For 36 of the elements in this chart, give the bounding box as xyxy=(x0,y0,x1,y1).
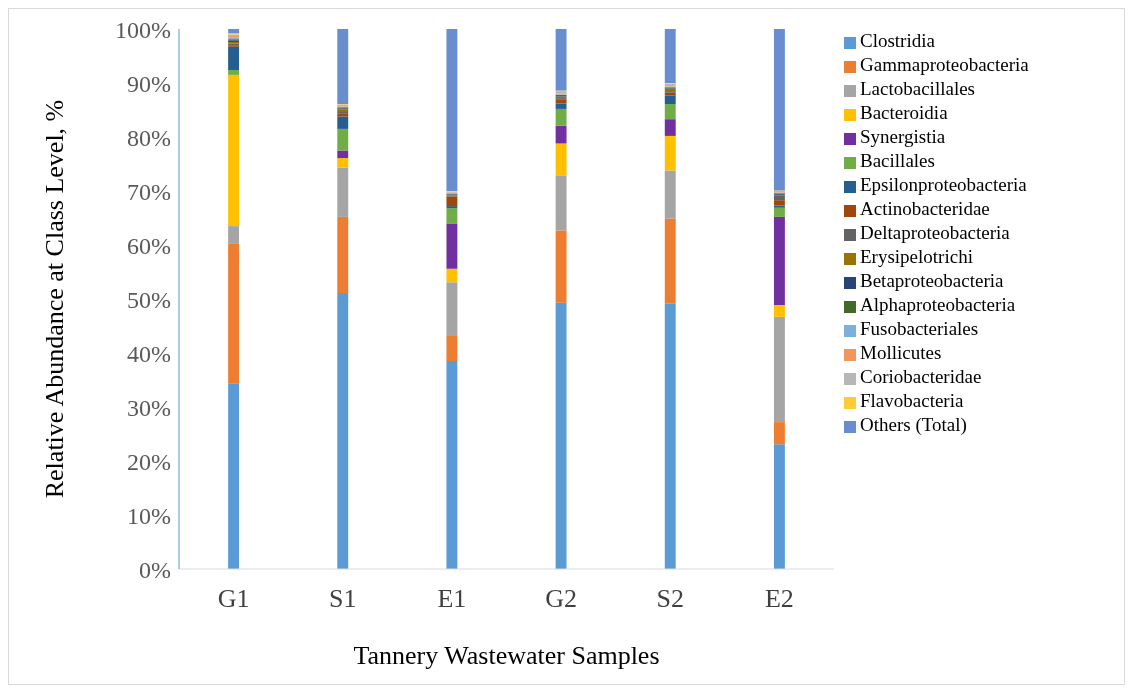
legend-label: Flavobacteria xyxy=(860,390,964,411)
legend-label: Clostridia xyxy=(860,30,935,51)
y-tick-label: 20% xyxy=(127,448,171,475)
x-tick-label: G2 xyxy=(545,584,577,614)
legend-label: Others (Total) xyxy=(860,414,967,435)
x-tick-label: S1 xyxy=(329,584,357,614)
legend-label: Mollicutes xyxy=(860,342,942,363)
legend-label: Lactobacillales xyxy=(860,78,975,99)
x-tick-label: E2 xyxy=(764,584,794,614)
legend-label: Fusobacteriales xyxy=(860,318,979,339)
legend-label: Coriobacteridae xyxy=(860,366,982,387)
x-tick-label: G1 xyxy=(217,584,250,614)
y-tick-label: 70% xyxy=(127,178,171,205)
x-axis-title: Tannery Wastewater Samples xyxy=(353,641,660,670)
legend-label: Actinobacteridae xyxy=(860,198,990,219)
y-tick-label: 10% xyxy=(127,502,171,529)
x-tick-label: S2 xyxy=(656,584,684,614)
legend-label: Gammaproteobacteria xyxy=(860,54,1029,75)
legend-label: Epsilonproteobacteria xyxy=(860,174,1027,195)
legend-label: Erysipelotrichi xyxy=(860,246,973,267)
legend-label: Synergistia xyxy=(860,126,946,147)
legend-label: Betaproteobacteria xyxy=(860,270,1004,291)
legend-label: Bacillales xyxy=(860,150,935,171)
y-tick-label: 50% xyxy=(127,286,171,313)
y-tick-label: 100% xyxy=(115,16,171,43)
y-tick-label: 60% xyxy=(127,232,171,259)
y-tick-label: 30% xyxy=(127,394,171,421)
y-tick-label: 80% xyxy=(127,124,171,151)
y-tick-label: 40% xyxy=(127,340,171,367)
legend-label: Deltaproteobacteria xyxy=(860,222,1010,243)
x-tick-label: E1 xyxy=(437,584,467,614)
legend-label: Bacteroidia xyxy=(860,102,948,123)
y-tick-label: 0% xyxy=(139,556,171,583)
y-tick-label: 90% xyxy=(127,70,171,97)
y-axis-title: Relative Abundance at Class Level, % xyxy=(40,99,70,499)
legend-label: Alphaproteobacteria xyxy=(860,294,1016,315)
